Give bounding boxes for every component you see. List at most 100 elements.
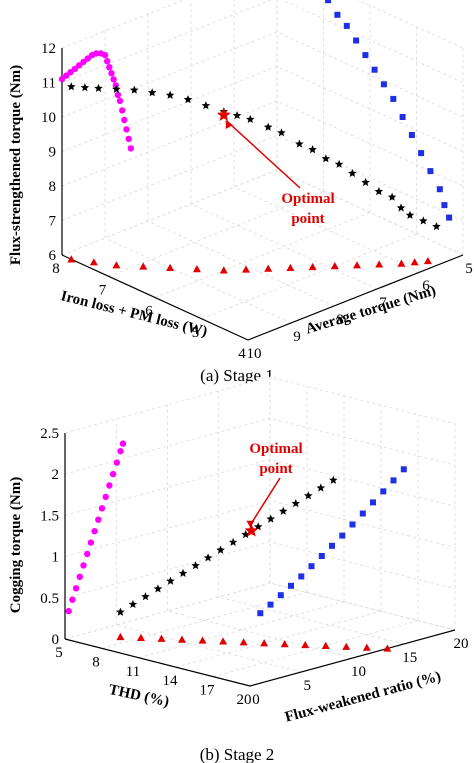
data-point-triangle-stage-2 <box>280 640 289 648</box>
data-point-square-stage-2 <box>308 563 315 570</box>
data-point-square-stage-2 <box>318 553 325 559</box>
annotation-line1-stage-2: Optimal <box>249 441 302 457</box>
data-point-square-stage-1 <box>325 0 332 4</box>
y-tick-label: 5 <box>304 678 312 694</box>
data-point-star-stage-2 <box>216 545 225 554</box>
data-point-star-stage-1 <box>232 111 242 120</box>
optimal-point-arrowhead-stage-1 <box>225 120 233 130</box>
optimal-point-marker-stage-1 <box>216 107 231 121</box>
z-tick-label: 10 <box>41 110 56 126</box>
data-point-star-stage-2 <box>253 522 263 531</box>
gridlines-stage-2 <box>64 376 456 687</box>
z-tick-label: 1.5 <box>40 508 59 524</box>
data-point-circle-stage-2 <box>91 528 98 535</box>
data-point-circle-stage-2 <box>98 505 106 512</box>
data-point-square-stage-1 <box>343 22 350 29</box>
data-point-triangle-stage-1 <box>286 263 295 271</box>
y-tick-label: 8 <box>336 312 344 328</box>
z-tick-label: 8 <box>49 179 57 195</box>
x-tick-label: 17 <box>200 683 216 699</box>
data-point-square-stage-1 <box>427 168 434 175</box>
annotation-line2-stage-2: point <box>259 461 292 477</box>
optimal-point-arrow-stage-1 <box>226 120 301 189</box>
data-point-triangle-stage-1 <box>192 265 201 273</box>
data-point-circle-stage-1 <box>106 64 113 71</box>
data-point-star-stage-1 <box>374 187 384 196</box>
data-point-circle-stage-1 <box>58 75 66 83</box>
data-point-square-stage-2 <box>339 532 346 539</box>
data-point-star-stage-2 <box>316 483 326 492</box>
data-point-star-stage-1 <box>201 101 211 110</box>
x-axis-label-stage-1: Iron loss + PM loss (W) <box>59 288 209 340</box>
data-point-star-stage-2 <box>279 506 288 515</box>
data-point-star-stage-2 <box>266 514 275 523</box>
data-point-square-stage-2 <box>349 521 356 528</box>
z-tick-label: 1 <box>52 550 60 566</box>
data-point-star-stage-2 <box>304 491 313 500</box>
z-tick-label: 11 <box>42 76 56 92</box>
data-point-circle-stage-2 <box>84 550 91 558</box>
data-point-star-stage-1 <box>147 88 157 97</box>
data-point-star-stage-1 <box>419 216 428 225</box>
data-point-star-stage-1 <box>246 114 255 123</box>
data-point-circle-stage-2 <box>87 539 95 546</box>
data-point-square-stage-1 <box>380 81 387 88</box>
y-tick-label: 9 <box>293 329 301 345</box>
data-point-triangle-stage-2 <box>219 637 228 645</box>
data-point-circle-stage-1 <box>63 72 70 79</box>
x-tick-label: 6 <box>145 304 153 320</box>
data-point-star-stage-1 <box>295 139 304 148</box>
x-tick-label: 4 <box>238 346 246 362</box>
data-point-star-stage-1 <box>361 177 370 187</box>
data-point-square-stage-2 <box>298 573 305 580</box>
data-point-circle-stage-1 <box>123 126 130 133</box>
z-tick-label: 9 <box>49 145 57 161</box>
z-axis-label-stage-1: Flux-strengthened torque (Nm) <box>8 65 24 265</box>
data-point-circle-stage-1 <box>112 82 120 89</box>
data-point-square-stage-1 <box>408 132 415 138</box>
axes-panes-stage-1 <box>62 0 463 255</box>
data-point-circle-stage-1 <box>116 97 124 105</box>
data-point-triangle-stage-1 <box>242 265 250 273</box>
y-tick-label: 0 <box>252 692 260 708</box>
data-point-star-stage-1 <box>308 145 317 154</box>
data-point-star-stage-2 <box>178 568 188 577</box>
x-tick-label: 5 <box>192 325 200 341</box>
data-point-circle-stage-2 <box>113 459 121 466</box>
data-point-circle-stage-2 <box>95 516 102 523</box>
data-point-square-stage-1 <box>353 37 360 44</box>
z-tick-label: 2 <box>52 467 60 483</box>
data-point-triangle-stage-2 <box>178 635 187 643</box>
caption-stage-1: (a) Stage 1 <box>200 366 274 385</box>
data-point-triangle-stage-1 <box>375 260 384 268</box>
y-tick-label: 6 <box>422 278 430 294</box>
x-tick-label: 20 <box>237 692 252 708</box>
z-axis-label-stage-2: Cogging torque (Nm) <box>8 477 24 613</box>
data-point-square-stage-1 <box>390 95 397 102</box>
data-point-circle-stage-2 <box>80 562 87 569</box>
x-tick-label: 8 <box>92 654 100 670</box>
data-point-circle-stage-1 <box>67 69 74 76</box>
data-point-star-stage-2 <box>228 537 238 546</box>
data-point-triangle-stage-1 <box>219 266 228 274</box>
z-tick-label: 0 <box>52 632 60 648</box>
data-point-triangle-stage-2 <box>321 641 330 649</box>
data-marks-stage-1 <box>58 0 453 274</box>
annotation-line2-stage-1: point <box>291 211 324 227</box>
data-point-triangle-stage-2 <box>157 634 166 642</box>
data-point-star-stage-1 <box>405 210 415 219</box>
data-point-circle-stage-1 <box>114 91 122 99</box>
annotation-line1-stage-1: Optimal <box>281 191 334 207</box>
data-point-square-stage-1 <box>334 11 341 18</box>
caption-stage-2: (b) Stage 2 <box>200 745 275 763</box>
data-point-circle-stage-1 <box>119 107 126 114</box>
z-tick-label: 7 <box>49 214 57 230</box>
data-point-triangle-stage-1 <box>308 262 317 271</box>
data-point-circle-stage-1 <box>84 55 92 62</box>
optimal-point-marker-stage-2 <box>244 523 259 537</box>
data-point-star-stage-1 <box>183 95 193 104</box>
